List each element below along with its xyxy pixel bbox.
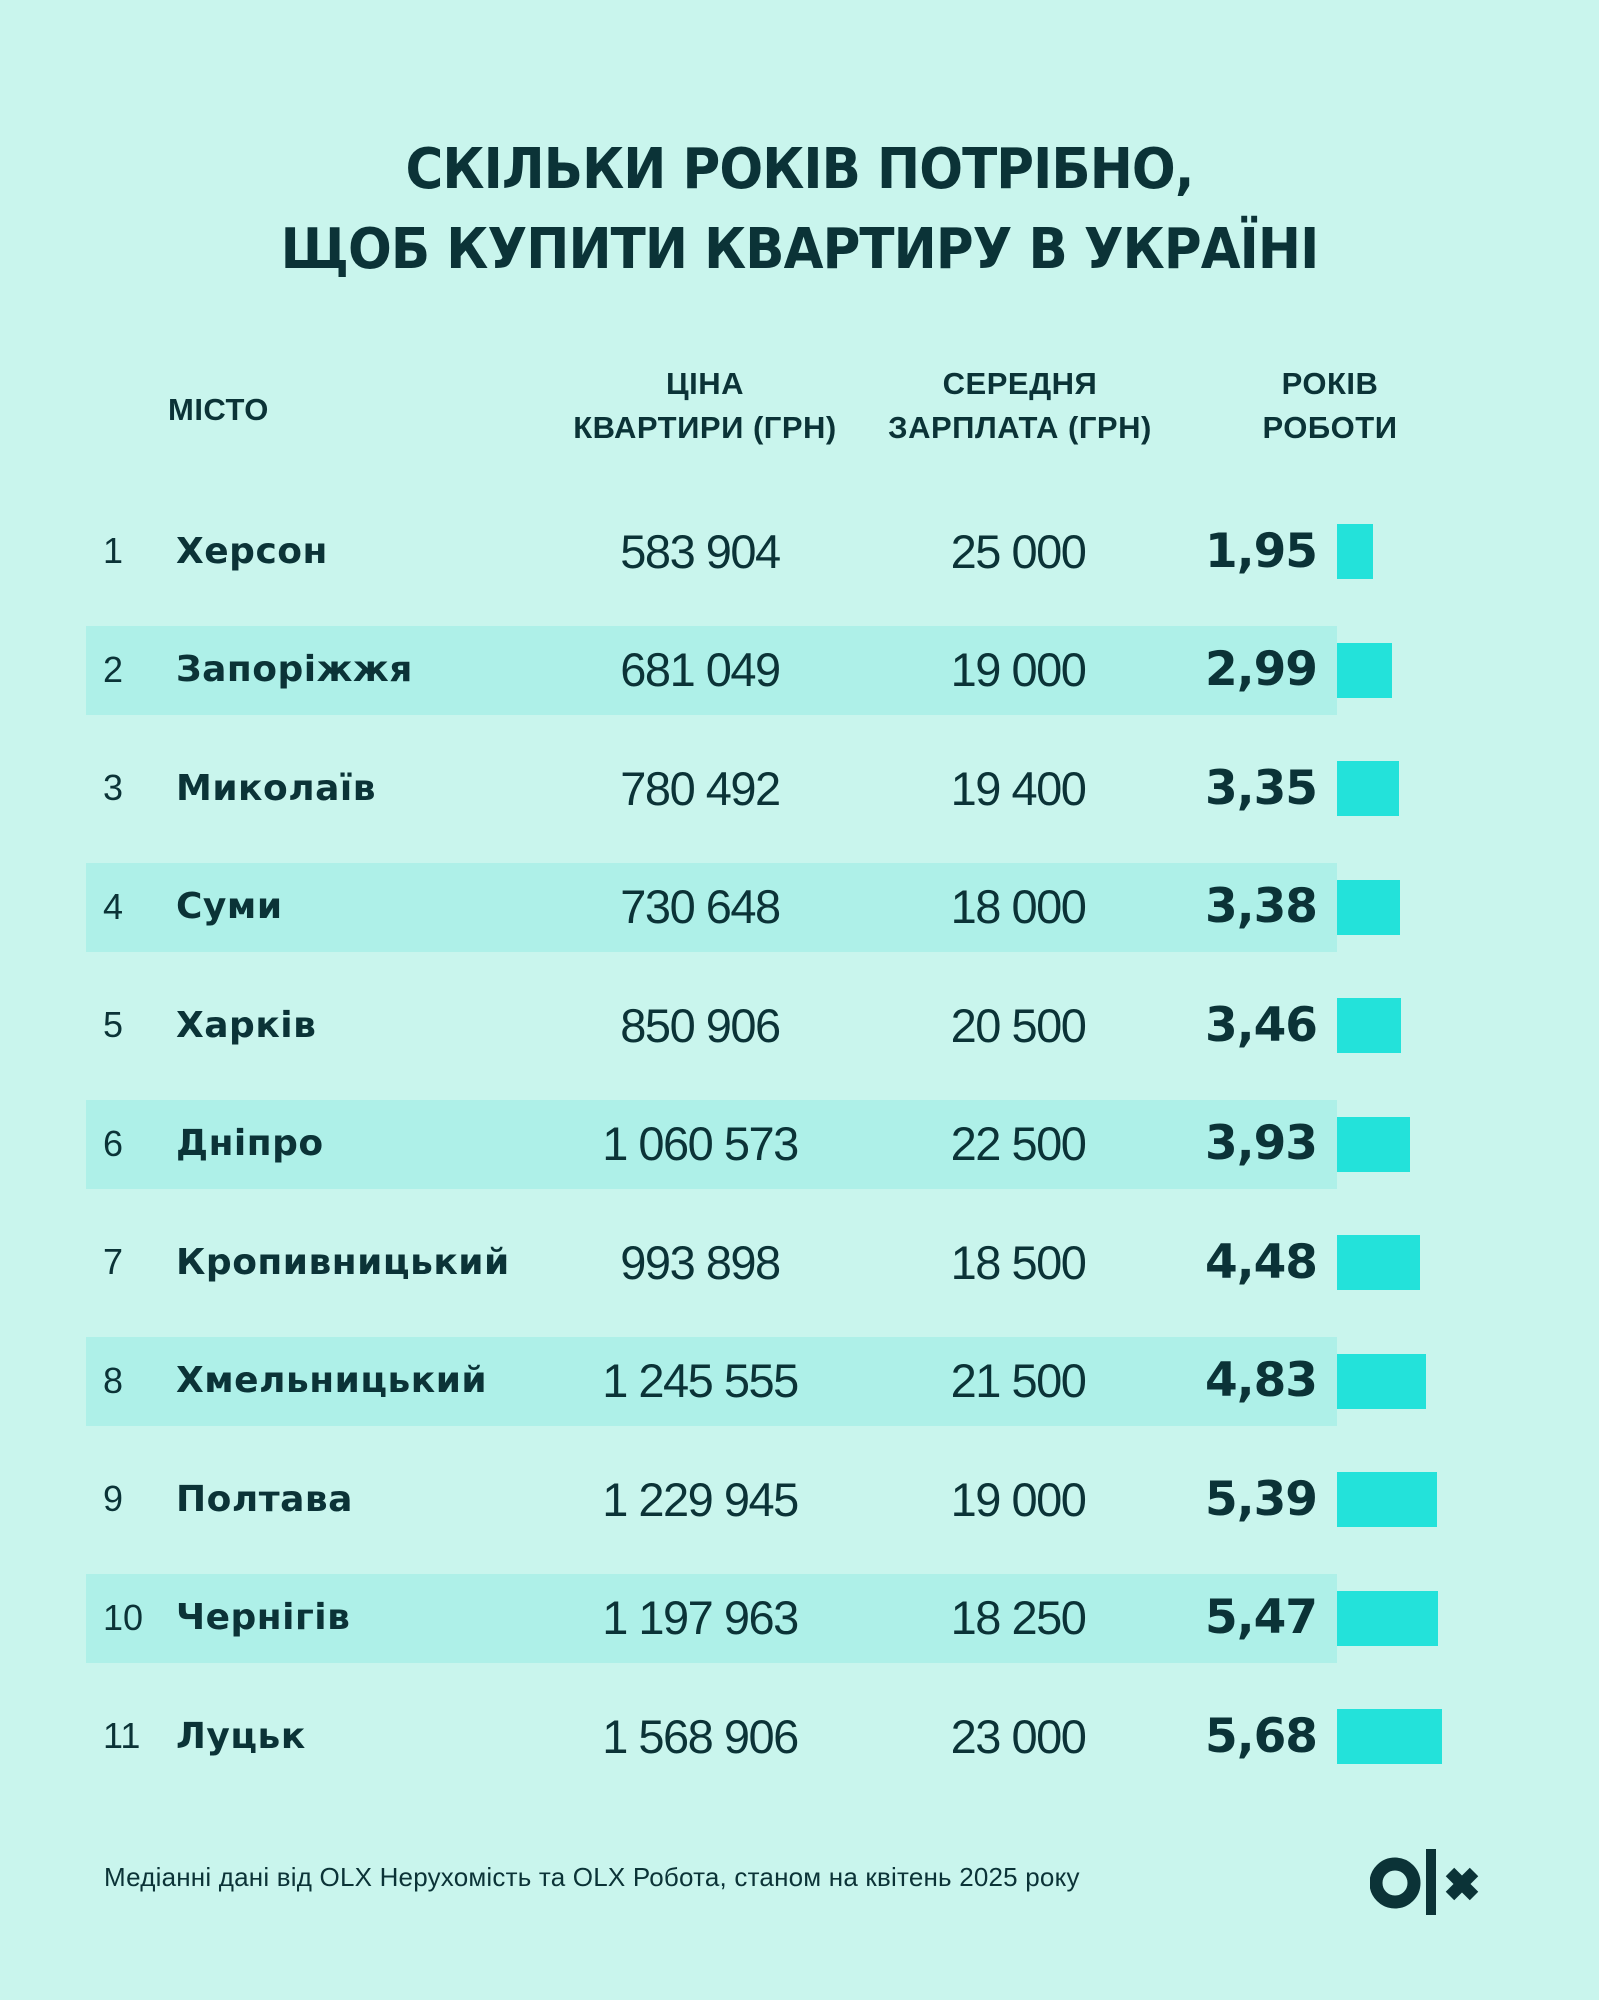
row-stripe [86,1573,1337,1663]
years-of-work: 4,83 [1205,1353,1318,1409]
source-note: Медіанні дані від OLX Нерухомість та OLX… [104,1862,1080,1892]
table-row: 3 Миколаїв 780 492 19 400 3,35 [0,729,1599,848]
rank: 3 [103,767,124,809]
column-header-price-line-1: ЦІНА [665,366,745,401]
average-salary: 25 000 [950,524,1087,578]
years-bar [1337,1709,1443,1764]
average-salary: 22 500 [950,1117,1087,1171]
apartment-price: 780 492 [620,761,781,815]
apartment-price: 1 245 555 [602,1354,799,1408]
city-name: Харків [176,1004,317,1046]
years-of-work: 3,93 [1205,1116,1318,1172]
years-bar [1337,1235,1420,1290]
column-header-years-line-2: РОБОТИ [1262,410,1398,445]
olx-logo-icon [1370,1849,1479,1915]
years-bar [1337,879,1400,935]
years-of-work: 3,38 [1205,879,1318,935]
title-line-2: ЩОБ КУПИТИ КВАРТИРУ В УКРАЇНІ [280,217,1320,282]
apartment-price: 1 197 963 [602,1591,799,1645]
column-header-salary-line-2: ЗАРПЛАТА (ГРН) [888,410,1152,445]
table-row: 6 Дніпро 1 060 573 22 500 3,93 [0,1085,1599,1204]
average-salary: 21 500 [950,1354,1087,1408]
data-table: 1 Херсон 583 904 25 000 1,95 2 Запоріжжя 681 04… [0,492,1599,1796]
row-stripe [86,1099,1337,1189]
city-name: Кропивницький [176,1241,510,1283]
years-bar [1337,642,1393,698]
page-title: СКІЛЬКИ РОКІВ ПОТРІБНО, ЩОБ КУПИТИ КВАРТ… [64,130,1535,290]
years-of-work: 5,39 [1205,1471,1318,1527]
city-name: Суми [176,886,283,928]
city-name: Полтава [176,1478,353,1520]
table-row: 5 Харків 850 906 20 500 3,46 [0,966,1599,1085]
city-name: Луцьк [176,1715,306,1757]
average-salary: 19 400 [950,761,1087,815]
table-row: 11 Луцьк 1 568 906 23 000 5,68 [0,1677,1599,1796]
rank: 8 [103,1359,124,1401]
apartment-price: 1 568 906 [602,1709,799,1763]
rank: 10 [103,1596,144,1638]
table-row: 1 Херсон 583 904 25 000 1,95 [0,492,1599,611]
rank: 7 [103,1241,124,1283]
average-salary: 20 500 [950,998,1087,1052]
column-header-city-label: МІСТО [168,392,269,427]
city-name: Хмельницький [176,1360,488,1402]
row-stripe [86,862,1337,952]
city-name: Запоріжжя [176,649,413,691]
table-row: 9 Полтава 1 229 945 19 000 5,39 [0,1440,1599,1559]
city-name: Херсон [176,530,328,572]
rank: 5 [103,1004,124,1046]
column-header-price: ЦІНА КВАРТИРИ (ГРН) [555,362,855,450]
city-name: Чернігів [176,1597,351,1639]
column-header-price-line-2: КВАРТИРИ (ГРН) [573,410,837,445]
average-salary: 19 000 [950,1472,1087,1526]
column-header-salary-line-1: СЕРЕДНЯ [942,366,1098,401]
average-salary: 23 000 [950,1709,1087,1763]
average-salary: 18 250 [950,1591,1087,1645]
years-of-work: 5,68 [1205,1708,1318,1764]
rank: 4 [103,885,124,927]
years-of-work: 1,95 [1205,523,1318,579]
column-header-years-line-1: РОКІВ [1281,366,1379,401]
apartment-price: 1 060 573 [602,1117,799,1171]
apartment-price: 583 904 [620,524,781,578]
years-bar [1337,998,1401,1053]
table-row: 4 Суми 730 648 18 000 3,38 [0,848,1599,967]
city-name: Дніпро [176,1123,324,1165]
years-of-work: 3,35 [1205,760,1318,816]
table-row: 7 Кропивницький 993 898 18 500 4,48 [0,1203,1599,1322]
years-bar [1337,1116,1410,1172]
apartment-price: 730 648 [620,880,781,934]
rank: 1 [103,530,124,572]
column-header-salary: СЕРЕДНЯ ЗАРПЛАТА (ГРН) [870,362,1170,450]
apartment-price: 850 906 [620,998,781,1052]
years-of-work: 2,99 [1205,642,1318,698]
average-salary: 18 000 [950,880,1087,934]
years-bar [1337,1472,1437,1527]
table-row: 8 Хмельницький 1 245 555 21 500 4,83 [0,1322,1599,1441]
row-stripe [86,625,1337,715]
rank: 9 [103,1478,124,1520]
column-header-city: МІСТО [168,388,269,432]
apartment-price: 681 049 [620,643,781,697]
rank: 6 [103,1122,124,1164]
years-bar [1337,1590,1439,1646]
rank: 2 [103,648,124,690]
years-of-work: 3,46 [1205,997,1318,1053]
rank: 11 [103,1715,141,1757]
years-of-work: 5,47 [1205,1590,1318,1646]
years-bar [1337,524,1374,579]
apartment-price: 1 229 945 [602,1472,799,1526]
apartment-price: 993 898 [620,1235,781,1289]
row-stripe [86,1336,1337,1426]
years-bar [1337,1353,1427,1409]
column-header-years: РОКІВ РОБОТИ [1230,362,1430,450]
table-row: 10 Чернігів 1 197 963 18 250 5,47 [0,1559,1599,1678]
years-bar [1337,761,1399,816]
average-salary: 19 000 [950,643,1087,697]
title-line-1: СКІЛЬКИ РОКІВ ПОТРІБНО, [405,137,1195,202]
average-salary: 18 500 [950,1235,1087,1289]
years-of-work: 4,48 [1205,1234,1318,1290]
city-name: Миколаїв [176,767,376,809]
table-row: 2 Запоріжжя 681 049 19 000 2,99 [0,611,1599,730]
